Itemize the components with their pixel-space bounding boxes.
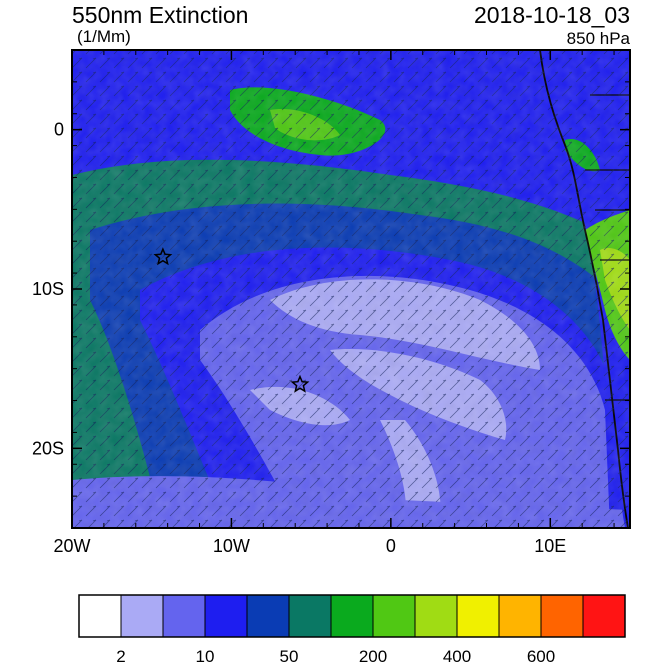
colorbar-label: 2 (116, 647, 125, 666)
colorbar-label: 400 (443, 647, 471, 666)
colorbar-swatch (372, 594, 416, 638)
axis-ticks: 20W 10W 0 10E 0 10S 20S (32, 49, 630, 556)
colorbar-swatch (78, 594, 122, 638)
colorbar-swatch (246, 594, 290, 638)
colorbar-swatch (162, 594, 206, 638)
colorbar-swatch (456, 594, 500, 638)
colorbar-swatch (540, 594, 584, 638)
star-markers (153, 247, 310, 393)
colorbar-label: 200 (359, 647, 387, 666)
colorbar-swatch (330, 594, 374, 638)
extinction-field (72, 50, 630, 528)
colorbar-frame (78, 594, 626, 638)
colorbar-swatch (498, 594, 542, 638)
x-tick-label: 10E (534, 536, 566, 556)
star-marker-center (290, 374, 310, 393)
units-label: (1/Mm) (77, 27, 131, 46)
colorbar-label: 10 (196, 647, 215, 666)
y-tick-label: 0 (54, 120, 64, 140)
colorbar-label: 50 (280, 647, 299, 666)
x-tick-label: 10W (213, 536, 250, 556)
y-tick-label: 10S (32, 279, 64, 299)
colorbar-swatch (288, 594, 332, 638)
colorbar: 2 10 50 200 400 600 (78, 594, 626, 666)
colorbar-swatch (582, 594, 626, 638)
x-tick-label: 0 (386, 536, 396, 556)
pressure-level-label: 850 hPa (566, 29, 630, 48)
colorbar-swatch (414, 594, 458, 638)
colorbar-label: 600 (527, 647, 555, 666)
colorbar-swatch (120, 594, 164, 638)
x-tick-label: 20W (53, 536, 90, 556)
plot-title: 550nm Extinction (72, 2, 249, 28)
y-tick-label: 20S (32, 438, 64, 458)
colorbar-swatch (204, 594, 248, 638)
star-marker-west (153, 247, 173, 266)
datetime-label: 2018-10-18_03 (473, 2, 630, 28)
